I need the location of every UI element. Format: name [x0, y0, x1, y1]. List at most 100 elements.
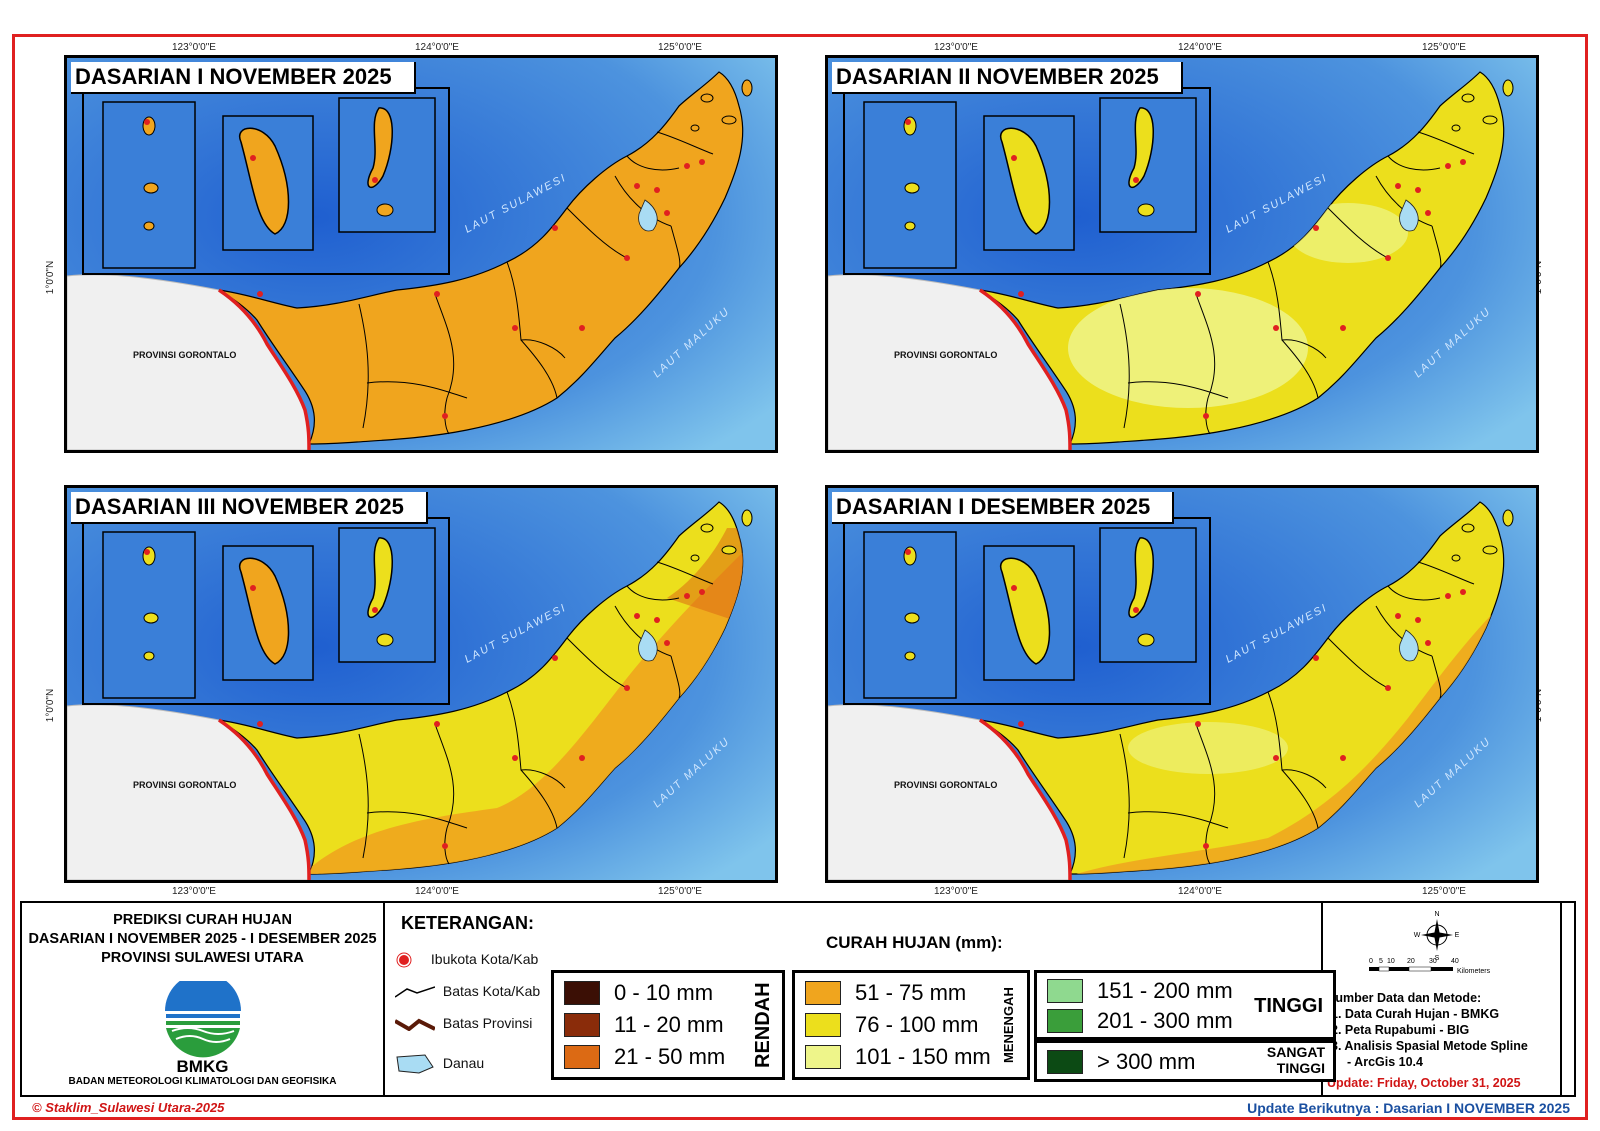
city-marker	[1460, 589, 1466, 595]
sources-block: Sumber Data dan Metode: 1. Data Curah Hu…	[1327, 990, 1528, 1070]
city-marker	[1340, 755, 1346, 761]
copyright: © Staklim_Sulawesi Utara-2025	[32, 1100, 225, 1115]
panel-title: DASARIAN I NOVEMBER 2025	[71, 62, 416, 94]
legend-swatch	[1047, 1009, 1083, 1033]
city-marker	[684, 163, 690, 169]
footer-title: PREDIKSI CURAH HUJAN DASARIAN I NOVEMBER…	[22, 911, 383, 968]
scale-tick: 30	[1429, 958, 1437, 965]
city-marker	[144, 549, 150, 555]
group-label-sangat-tinggi: SANGAT TINGGI	[1266, 1044, 1325, 1076]
island-shape	[700, 523, 714, 533]
city-marker	[250, 585, 256, 591]
lon-label-bottom: 125°0'0"E	[658, 886, 702, 897]
district-border	[1281, 339, 1319, 399]
island-shape	[142, 116, 156, 136]
city-marker	[1273, 325, 1279, 331]
city-marker	[1395, 183, 1401, 189]
scale-tick: 5	[1379, 958, 1383, 965]
district-border	[358, 303, 369, 429]
group-label-rendah: RENDAH	[752, 982, 774, 1068]
compass-w: W	[1414, 932, 1421, 939]
legend-class: 51 - 75 mm	[805, 980, 966, 1005]
city-marker	[144, 119, 150, 125]
class-box-rendah: 0 - 10 mm 11 - 20 mm 21 - 50 mm RENDAH	[551, 970, 785, 1080]
city-marker	[1203, 843, 1209, 849]
city-marker	[905, 119, 911, 125]
district-border	[1267, 691, 1327, 789]
legend-class: 151 - 200 mm	[1047, 978, 1233, 1003]
scale-bar: 0 5 10 20 30 40 Kilometers	[1369, 958, 1491, 975]
island-shape	[238, 127, 290, 235]
scale-tick: 0	[1369, 958, 1373, 965]
island-shape	[903, 116, 917, 136]
province-label: PROVINSI GORONTALO	[894, 350, 997, 360]
city-marker	[1133, 177, 1139, 183]
island-shape	[367, 537, 393, 618]
district-border	[1119, 733, 1130, 859]
district-border	[566, 207, 628, 259]
province-border	[218, 718, 311, 880]
island-shape	[143, 612, 159, 624]
district-border	[670, 225, 681, 269]
city-marker	[1445, 593, 1451, 599]
city-marker	[1385, 255, 1391, 261]
district-border	[1327, 207, 1389, 259]
city-marker	[1415, 187, 1421, 193]
city-marker	[1195, 291, 1201, 297]
island-shape	[376, 633, 394, 647]
source-item: 1. Data Curah Hujan - BMKG	[1331, 1007, 1500, 1021]
district-border	[1387, 155, 1441, 171]
city-marker	[664, 640, 670, 646]
map-panel-3: LAUT SULAWESI LAUT MALUKU PROVINSI GORONTA…	[64, 485, 778, 883]
legend-range: > 300 mm	[1097, 1049, 1196, 1074]
panel-title: DASARIAN III NOVEMBER 2025	[71, 492, 428, 524]
city-marker	[372, 177, 378, 183]
legend-province-label: Batas Provinsi	[442, 1015, 533, 1031]
city-marker	[624, 255, 630, 261]
panel-title: DASARIAN II NOVEMBER 2025	[832, 62, 1183, 94]
city-marker	[1340, 325, 1346, 331]
bmkg-logo	[165, 981, 241, 1059]
legend-range: 151 - 200 mm	[1097, 978, 1233, 1003]
district-border	[614, 605, 672, 657]
lake-shape	[1399, 629, 1419, 662]
island-shape	[690, 554, 700, 562]
legend-swatch	[1047, 979, 1083, 1003]
island-shape	[367, 107, 393, 188]
district-border	[670, 655, 681, 699]
city-marker	[257, 291, 263, 297]
island-shape	[1128, 107, 1154, 188]
island-shape	[1137, 203, 1155, 217]
district-border	[1281, 769, 1319, 829]
city-dot-icon	[396, 952, 412, 968]
legend-swatch	[564, 1045, 600, 1069]
legend-block: KETERANGAN: Ibukota Kota/Kab Batas Kota/…	[385, 903, 1562, 1095]
city-marker	[434, 291, 440, 297]
district-border	[1127, 811, 1229, 829]
district-border	[614, 175, 672, 227]
city-marker	[684, 593, 690, 599]
district-border	[1431, 655, 1442, 699]
lake-shape	[638, 199, 658, 232]
legend-range: 21 - 50 mm	[614, 1044, 726, 1069]
city-marker	[1415, 617, 1421, 623]
legend-range: 101 - 150 mm	[855, 1044, 991, 1069]
legend-swatch	[805, 1045, 841, 1069]
island-shape	[721, 545, 737, 555]
island-shape	[1128, 537, 1154, 618]
province-border	[218, 288, 311, 450]
city-marker	[1385, 685, 1391, 691]
lon-label-top: 123°0'0"E	[934, 42, 978, 53]
legend-swatch	[1047, 1050, 1083, 1074]
lon-label-bottom: 123°0'0"E	[934, 886, 978, 897]
sources-title: Sumber Data dan Metode:	[1327, 991, 1482, 1005]
city-marker	[1395, 613, 1401, 619]
source-item: 3. Analisis Spasial Metode Spline	[1331, 1039, 1528, 1053]
island-shape	[1461, 523, 1475, 533]
district-border	[656, 561, 714, 585]
city-marker	[579, 755, 585, 761]
legend-range: 76 - 100 mm	[855, 1012, 979, 1037]
compass-s: S	[1435, 955, 1440, 961]
city-marker	[699, 159, 705, 165]
